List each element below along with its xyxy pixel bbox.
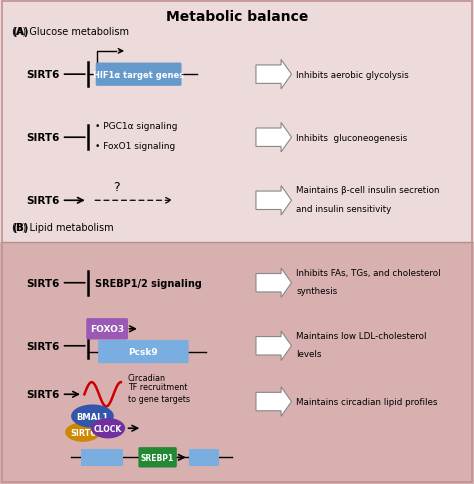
FancyArrow shape <box>256 60 292 90</box>
Text: • FoxO1 signaling: • FoxO1 signaling <box>95 142 175 151</box>
FancyArrow shape <box>256 387 292 416</box>
FancyArrow shape <box>256 123 292 152</box>
Text: SIRT6: SIRT6 <box>26 390 59 399</box>
Text: CLOCK: CLOCK <box>94 424 122 433</box>
Text: Inhibits  gluconeogenesis: Inhibits gluconeogenesis <box>296 134 408 142</box>
Text: SIRT6: SIRT6 <box>26 278 59 288</box>
Text: Maintains low LDL-cholesterol: Maintains low LDL-cholesterol <box>296 331 427 340</box>
Ellipse shape <box>65 423 100 442</box>
Bar <box>189 449 219 466</box>
Text: SIRT6: SIRT6 <box>70 428 96 437</box>
Text: levels: levels <box>296 349 322 358</box>
Text: TF recruitment: TF recruitment <box>128 383 187 392</box>
Text: Metabolic balance: Metabolic balance <box>166 10 308 24</box>
FancyBboxPatch shape <box>86 318 128 340</box>
Text: SIRT6: SIRT6 <box>26 341 59 351</box>
Text: Circadian: Circadian <box>128 373 166 382</box>
Text: ?: ? <box>113 181 119 194</box>
Bar <box>81 449 123 466</box>
FancyArrow shape <box>256 332 292 361</box>
FancyBboxPatch shape <box>96 63 182 87</box>
FancyBboxPatch shape <box>138 447 177 468</box>
FancyArrow shape <box>256 186 292 215</box>
Text: Inhibits aerobic glycolysis: Inhibits aerobic glycolysis <box>296 71 409 79</box>
Ellipse shape <box>91 418 125 439</box>
Text: Pcsk9: Pcsk9 <box>128 348 158 356</box>
Text: SIRT6: SIRT6 <box>26 133 59 143</box>
Text: (B) Lipid metabolism: (B) Lipid metabolism <box>12 223 113 232</box>
Text: HIF1α target genes: HIF1α target genes <box>93 71 184 79</box>
Text: FOXO3: FOXO3 <box>90 325 124 333</box>
Text: SIRT6: SIRT6 <box>26 196 59 206</box>
Text: (A): (A) <box>12 27 28 36</box>
Text: Inhibits FAs, TGs, and cholesterol: Inhibits FAs, TGs, and cholesterol <box>296 268 441 277</box>
Text: Maintains circadian lipid profiles: Maintains circadian lipid profiles <box>296 397 438 406</box>
Text: SREBP1: SREBP1 <box>141 453 174 462</box>
Bar <box>0 0 474 242</box>
FancyArrow shape <box>256 269 292 298</box>
Text: SREBP1/2 signaling: SREBP1/2 signaling <box>95 278 201 288</box>
Text: and insulin sensitivity: and insulin sensitivity <box>296 204 392 213</box>
Text: • PGC1α signaling: • PGC1α signaling <box>95 121 177 130</box>
Text: (B): (B) <box>12 223 28 232</box>
Text: synthesis: synthesis <box>296 287 337 295</box>
Text: BMAL1: BMAL1 <box>76 412 109 421</box>
Text: (A) Glucose metabolism: (A) Glucose metabolism <box>12 27 129 36</box>
Text: to gene targets: to gene targets <box>128 394 190 403</box>
Text: SIRT6: SIRT6 <box>26 70 59 80</box>
Text: Maintains β-cell insulin secretion: Maintains β-cell insulin secretion <box>296 186 440 195</box>
FancyBboxPatch shape <box>98 340 189 363</box>
Bar <box>0 242 474 484</box>
Ellipse shape <box>71 405 114 428</box>
